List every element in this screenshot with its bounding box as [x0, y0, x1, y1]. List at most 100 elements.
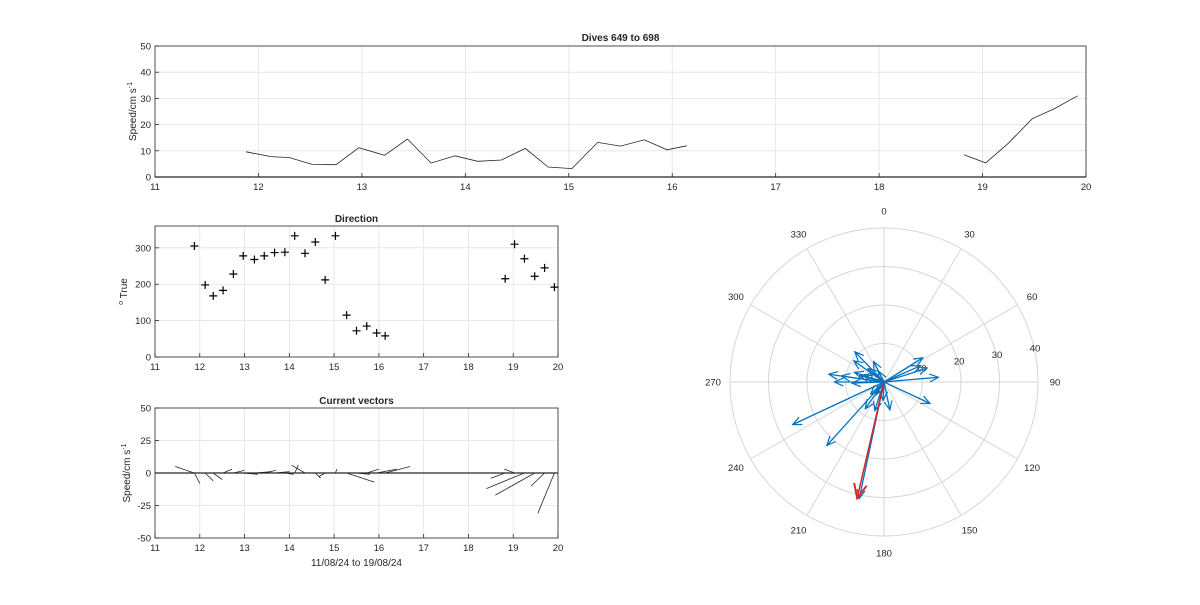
vectors-xtick-label: 14 — [284, 543, 295, 554]
direction-xtick-label: 11 — [150, 362, 160, 373]
vector-stick — [486, 472, 525, 489]
polar-arrow — [883, 366, 921, 383]
vector-stick — [315, 472, 321, 479]
polar-arrow — [878, 371, 884, 383]
direction-ytick-label: 0 — [146, 353, 151, 364]
direction-point — [260, 251, 269, 260]
speed-ylabel: Speed/cm s-1 — [127, 82, 139, 141]
vector-stick — [376, 468, 397, 474]
speed-grid — [154, 45, 1087, 178]
direction-xtick-label: 14 — [284, 362, 295, 373]
direction-point — [239, 251, 248, 260]
speed-xtick-label: 16 — [667, 182, 678, 193]
polar-arrow — [827, 381, 885, 446]
polar-radial-label: 20 — [954, 357, 965, 368]
direction-point — [270, 248, 279, 257]
vectors-ytick-label: 0 — [146, 469, 151, 480]
vector-stick — [243, 472, 259, 475]
speed-line — [963, 95, 1078, 164]
vectors-xtick-label: 11 — [150, 543, 160, 554]
direction-point — [342, 311, 351, 320]
direction-ylabel: o True — [118, 278, 130, 305]
vector-stick — [175, 466, 195, 474]
speed-xtick-label: 19 — [977, 182, 988, 193]
vector-stick — [264, 470, 276, 474]
polar-angle-label: 210 — [791, 526, 807, 537]
speed-xtick-label: 18 — [874, 182, 885, 193]
speed-xtick-label: 20 — [1081, 182, 1092, 193]
vectors-xtick-label: 15 — [329, 543, 340, 554]
direction-ytick-label: 300 — [135, 243, 151, 254]
speed-axes-box — [154, 45, 1087, 178]
vectors-title: Current vectors — [319, 396, 394, 407]
vectors-sticks — [155, 464, 558, 514]
speed-ytick-label: 50 — [140, 42, 151, 53]
vector-stick — [233, 470, 245, 474]
direction-point — [311, 238, 320, 247]
polar-angle-label: 300 — [728, 292, 744, 303]
vector-stick — [366, 468, 380, 474]
direction-ytick-label: 100 — [135, 316, 151, 327]
vector-stick — [204, 472, 214, 482]
direction-point — [540, 263, 549, 272]
speed-tick-labels: 11 12 13 14 15 16 17 18 19 20 0 10 20 30 40 50 — [140, 42, 1091, 194]
direction-point — [381, 331, 390, 340]
direction-point — [550, 283, 559, 292]
vector-stick — [335, 468, 338, 474]
direction-xtick-label: 19 — [508, 362, 519, 373]
direction-point — [301, 249, 310, 258]
speed-title: Dives 649 to 698 — [582, 33, 660, 44]
vector-stick — [537, 472, 555, 514]
speed-ytick-label: 0 — [146, 173, 151, 184]
vectors-xtick-label: 12 — [194, 543, 205, 554]
polar-arrow — [868, 369, 885, 383]
polar-spoke — [806, 248, 885, 383]
direction-xtick-label: 12 — [194, 362, 205, 373]
direction-title: Direction — [335, 214, 378, 225]
direction-point — [201, 280, 210, 289]
polar-radial-label: 40 — [1030, 343, 1041, 354]
direction-points — [190, 231, 559, 340]
direction-point — [209, 291, 218, 300]
polar-angle-label: 240 — [728, 463, 744, 474]
direction-point — [510, 240, 519, 249]
vector-stick — [274, 471, 290, 474]
vectors-xtick-label: 18 — [463, 543, 474, 554]
vector-stick — [284, 472, 294, 475]
direction-xtick-label: 15 — [329, 362, 340, 373]
polar-spoke — [806, 381, 885, 516]
vectors-ytick-label: -25 — [137, 501, 151, 512]
direction-point — [250, 255, 259, 264]
direction-xtick-label: 18 — [463, 362, 474, 373]
vector-stick — [495, 472, 535, 496]
direction-point — [290, 231, 299, 240]
vector-stick — [356, 472, 370, 475]
speed-xtick-label: 11 — [150, 182, 160, 193]
polar-spoke — [883, 248, 962, 383]
polar-spoke — [883, 381, 962, 516]
speed-xtick-label: 12 — [253, 182, 264, 193]
speed-xtick-label: 13 — [357, 182, 368, 193]
polar-spoke — [883, 304, 1018, 383]
vector-stick — [530, 472, 545, 487]
polar-arrows — [793, 352, 939, 499]
vector-stick — [222, 468, 233, 474]
vector-stick — [212, 472, 223, 480]
direction-xtick-label: 13 — [239, 362, 250, 373]
polar-spoke — [750, 304, 885, 383]
vector-stick — [385, 466, 411, 474]
polar-angle-label: 180 — [876, 549, 892, 560]
speed-xtick-label: 15 — [563, 182, 574, 193]
vectors-tick-labels: 11 12 13 14 15 16 17 18 19 20 -50 -25 0 25 50 — [137, 404, 563, 555]
direction-point — [501, 274, 510, 283]
direction-point — [331, 231, 340, 240]
vector-stick — [294, 465, 299, 474]
direction-point — [352, 326, 361, 335]
polar-angle-label: 30 — [964, 229, 975, 240]
direction-point — [372, 328, 381, 337]
vectors-ytick-label: 50 — [140, 404, 151, 415]
